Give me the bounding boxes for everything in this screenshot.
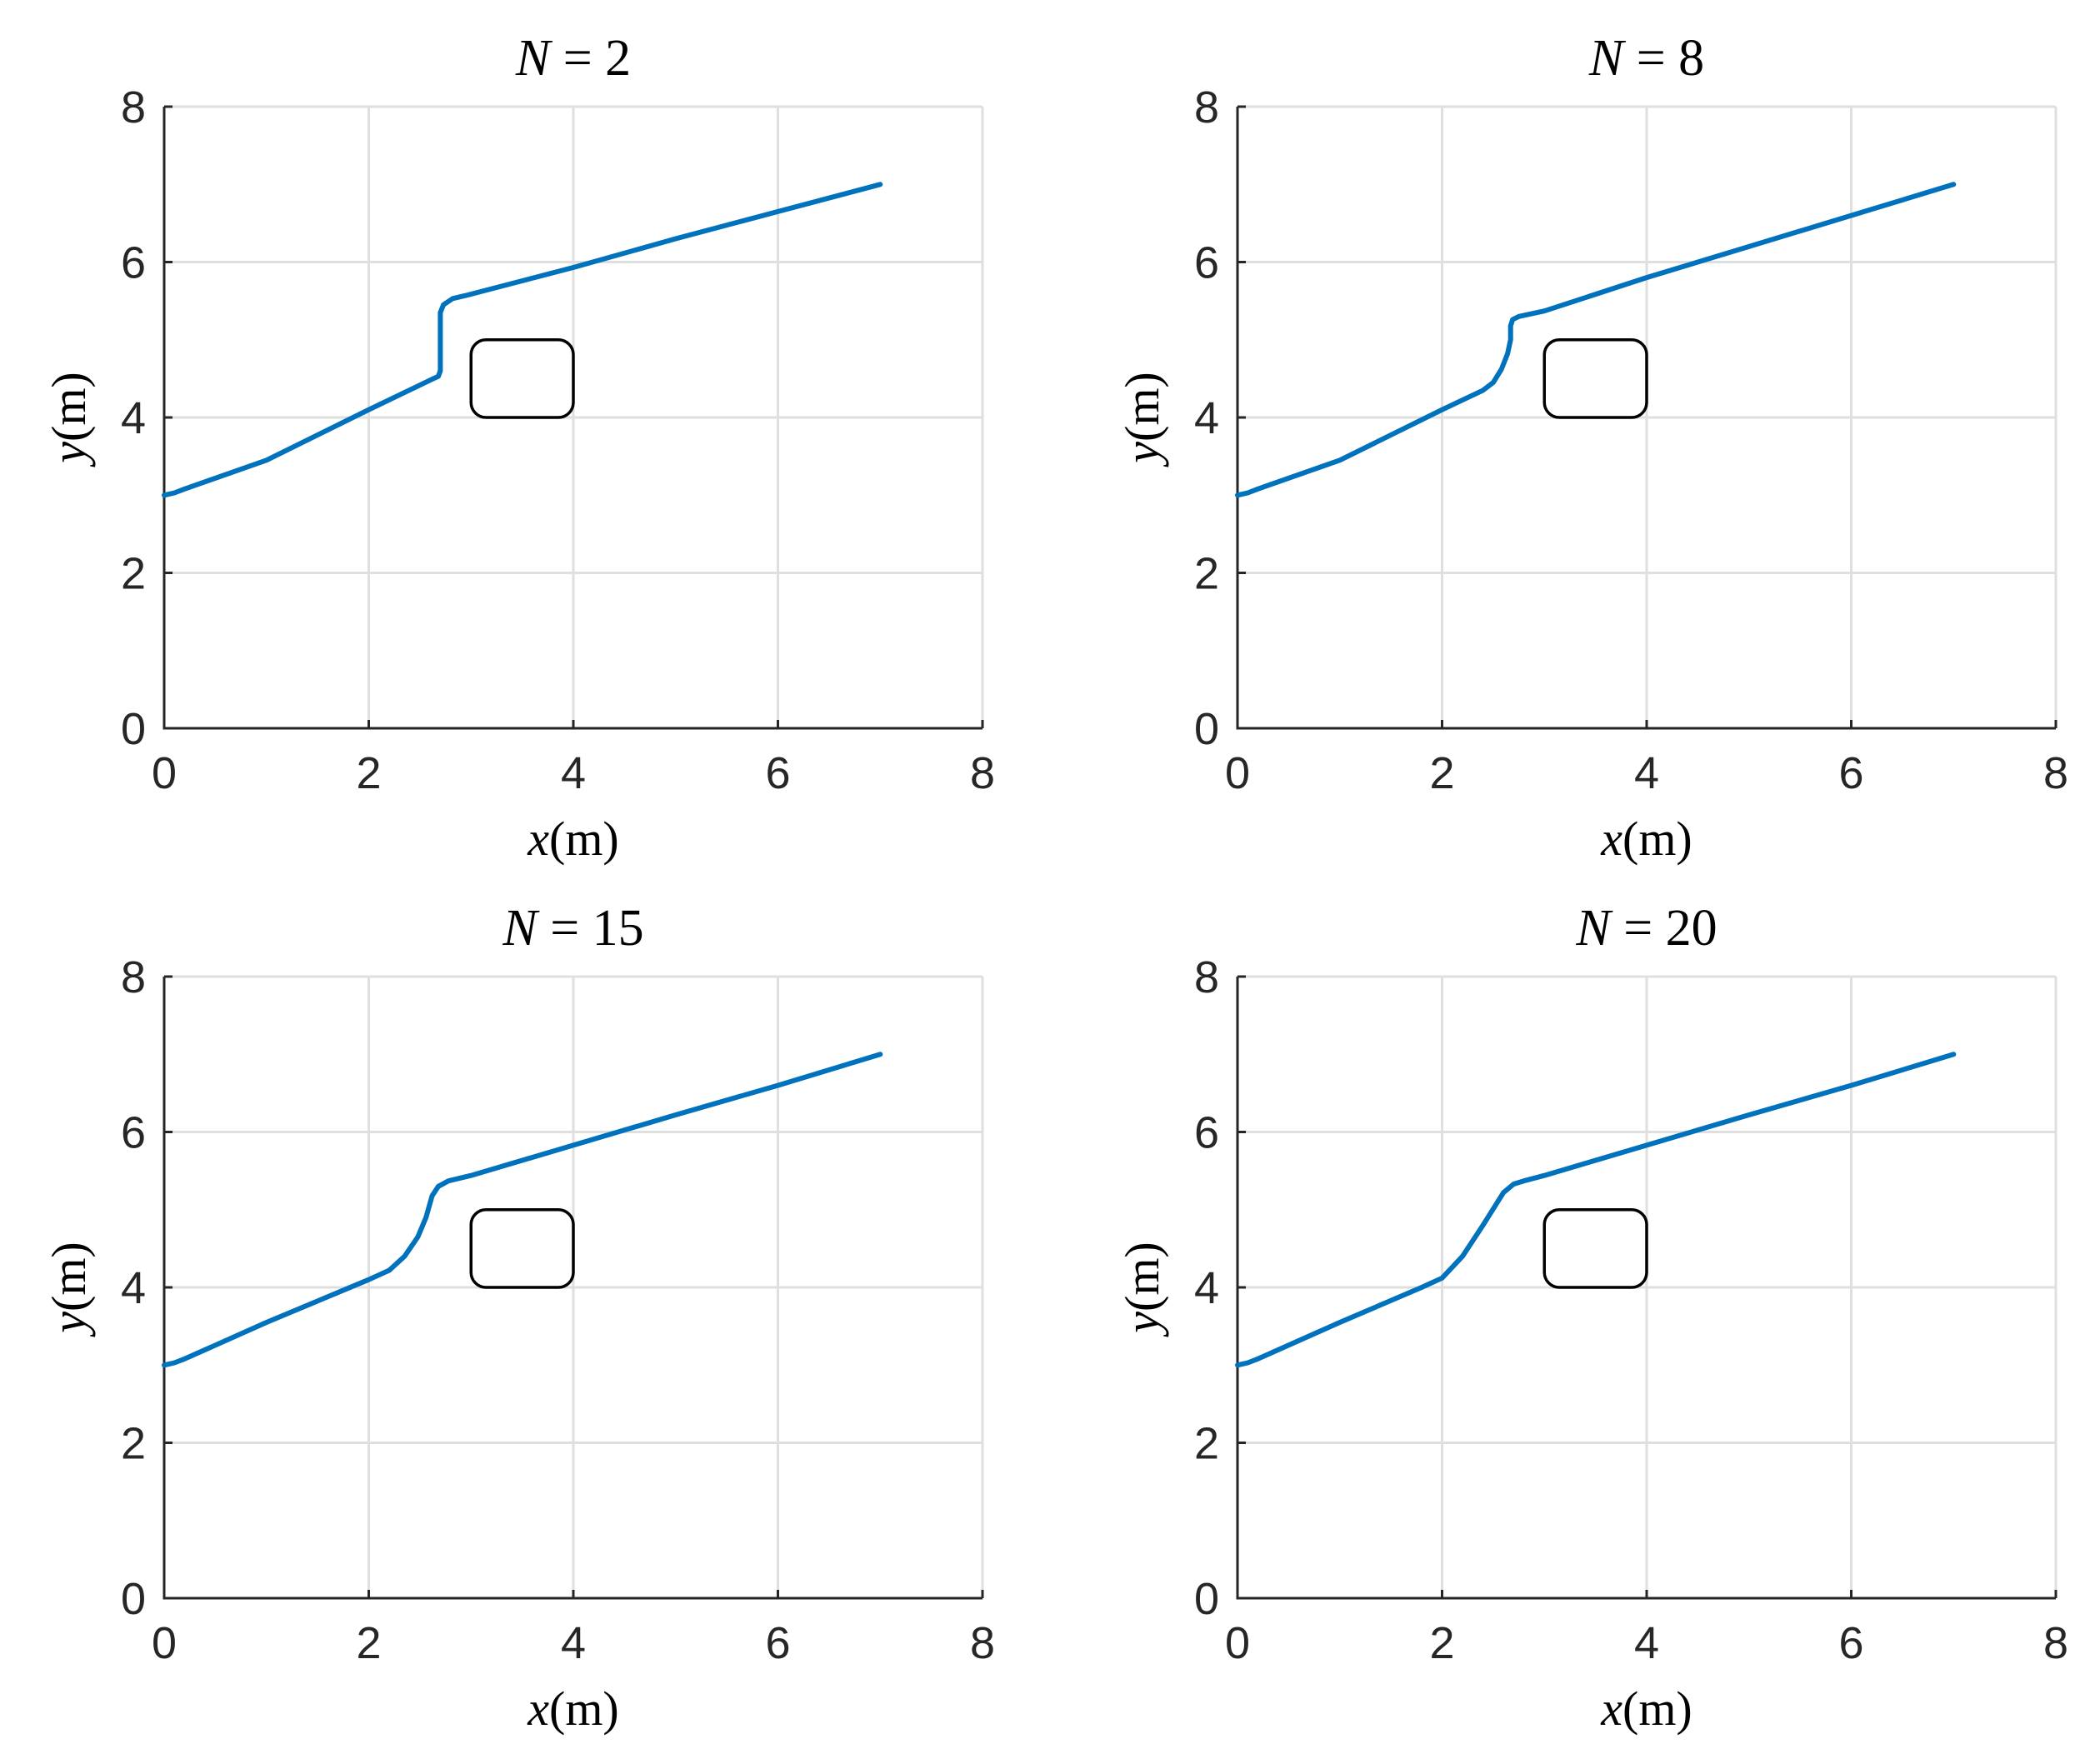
y-tick-label: 8	[1194, 82, 1219, 132]
x-tick-label: 8	[2043, 748, 2068, 798]
y-axis-label: y(m)	[42, 1242, 96, 1337]
title-value: = 2	[550, 30, 631, 87]
x-axis-variable: x	[1600, 1682, 1622, 1736]
y-tick-label: 8	[121, 952, 146, 1002]
subplot-title: N = 8	[1588, 30, 1704, 87]
y-tick-label: 8	[121, 82, 146, 132]
x-axis-variable: x	[527, 812, 549, 866]
subplot-title: N = 15	[502, 900, 643, 957]
x-axis-label: x(m)	[527, 812, 619, 866]
x-axis-unit: (m)	[549, 812, 619, 866]
y-axis-variable: y	[42, 1312, 96, 1337]
x-tick-label: 0	[1225, 1618, 1250, 1668]
y-tick-label: 4	[121, 1263, 146, 1313]
y-axis-unit: (m)	[1115, 1242, 1169, 1312]
trajectory-line	[1235, 1052, 1957, 1368]
y-axis-unit: (m)	[42, 1242, 96, 1312]
obstacle-rectangle	[1542, 1208, 1648, 1289]
x-tick-label: 6	[1838, 748, 1863, 798]
y-axis-variable: y	[1115, 442, 1169, 467]
y-tick-label: 2	[1194, 1419, 1219, 1469]
title-value: = 15	[538, 900, 644, 957]
y-axis-label: y(m)	[42, 372, 96, 467]
x-tick-label: 2	[1429, 748, 1454, 798]
x-tick-label: 4	[561, 748, 586, 798]
x-tick-label: 0	[152, 1618, 177, 1668]
x-tick-label: 8	[970, 748, 995, 798]
title-value: = 20	[1611, 900, 1718, 957]
x-axis-label: x(m)	[527, 1682, 619, 1736]
x-tick-label: 6	[765, 748, 790, 798]
x-tick-label: 4	[1634, 1618, 1659, 1668]
y-tick-label: 0	[1194, 704, 1219, 754]
y-axis-label: y(m)	[1115, 372, 1169, 467]
obstacle-rectangle	[469, 338, 575, 419]
x-axis-unit: (m)	[549, 1682, 619, 1736]
y-tick-label: 8	[1194, 952, 1219, 1002]
x-axis-unit: (m)	[1622, 812, 1692, 866]
x-tick-label: 8	[970, 1618, 995, 1668]
y-tick-label: 4	[1194, 1263, 1219, 1313]
y-tick-label: 0	[121, 1574, 146, 1624]
x-tick-label: 0	[1225, 748, 1250, 798]
x-tick-label: 6	[1838, 1618, 1863, 1668]
obstacle-rectangle	[1542, 338, 1648, 419]
title-variable: N	[1588, 30, 1627, 87]
subplot-title: N = 20	[1575, 900, 1717, 957]
y-tick-label: 6	[121, 1108, 146, 1158]
x-tick-label: 8	[2043, 1618, 2068, 1668]
y-tick-label: 6	[1194, 1108, 1219, 1158]
y-tick-label: 6	[121, 238, 146, 288]
y-axis-unit: (m)	[1115, 372, 1169, 442]
x-tick-label: 2	[1429, 1618, 1454, 1668]
x-axis-variable: x	[1600, 812, 1622, 866]
x-axis-unit: (m)	[1622, 1682, 1692, 1736]
x-tick-label: 0	[152, 748, 177, 798]
y-tick-label: 0	[121, 704, 146, 754]
trajectory-line	[162, 1052, 883, 1368]
y-axis-label: y(m)	[1115, 1242, 1169, 1337]
x-tick-label: 4	[561, 1618, 586, 1668]
obstacle-rectangle	[469, 1208, 575, 1289]
x-tick-label: 2	[356, 1618, 381, 1668]
trajectory-line	[162, 182, 883, 498]
title-variable: N	[515, 30, 553, 87]
x-axis-label: x(m)	[1600, 812, 1692, 866]
y-tick-label: 4	[121, 393, 146, 443]
title-variable: N	[1575, 900, 1613, 957]
title-variable: N	[502, 900, 540, 957]
y-tick-label: 4	[1194, 393, 1219, 443]
y-tick-label: 2	[121, 549, 146, 599]
trajectory-line	[1235, 182, 1957, 498]
title-value: = 8	[1623, 30, 1704, 87]
y-tick-label: 6	[1194, 238, 1219, 288]
y-tick-label: 0	[1194, 1574, 1219, 1624]
y-axis-variable: y	[1115, 1312, 1169, 1337]
y-axis-unit: (m)	[42, 372, 96, 442]
x-tick-label: 4	[1634, 748, 1659, 798]
x-axis-label: x(m)	[1600, 1682, 1692, 1736]
y-tick-label: 2	[121, 1419, 146, 1469]
y-tick-label: 2	[1194, 549, 1219, 599]
x-axis-variable: x	[527, 1682, 549, 1736]
x-tick-label: 2	[356, 748, 381, 798]
x-tick-label: 6	[765, 1618, 790, 1668]
subplot-title: N = 2	[515, 30, 631, 87]
y-axis-variable: y	[42, 442, 96, 467]
